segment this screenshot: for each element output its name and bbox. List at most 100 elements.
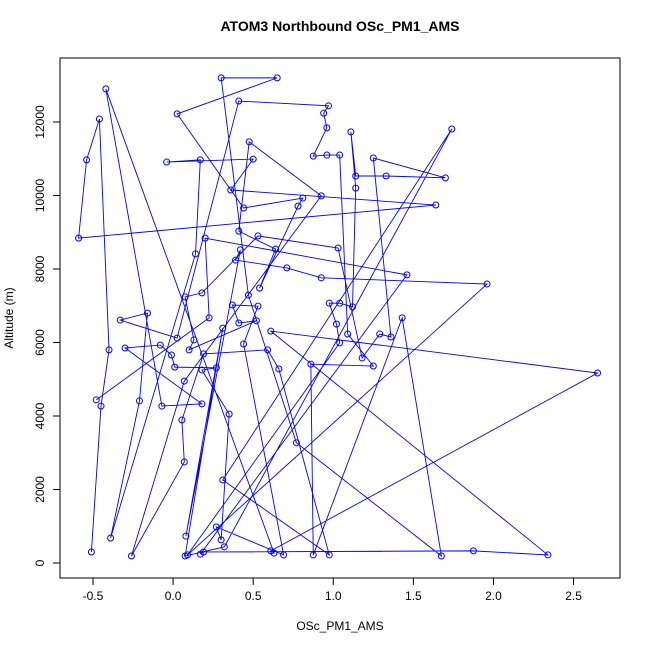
point [173,334,181,342]
point [249,155,257,163]
y-axis-label: Altitude (m) [2,287,16,348]
point [432,201,440,209]
point [232,256,240,264]
point [317,192,325,200]
point [544,551,552,559]
point [334,244,342,252]
point [317,274,325,282]
point [116,316,124,324]
point [267,547,275,555]
point [178,416,186,424]
point [272,245,280,253]
point [235,227,243,235]
point [387,333,395,341]
chart-title: ATOM3 Northbound OSc_PM1_AMS [220,18,459,34]
point [158,402,166,410]
point [307,360,315,368]
point [102,85,110,93]
x-tick-label: 0.5 [245,589,262,603]
point [156,341,164,349]
point [441,174,449,182]
point [181,293,189,301]
point [196,550,204,558]
point [469,547,477,555]
y-tick-label: 10000 [33,178,47,212]
point [225,410,233,418]
point [352,172,360,180]
point [267,327,275,335]
point [212,364,220,372]
y-tick-label: 6000 [33,329,47,356]
point [173,110,181,118]
point [254,232,262,240]
point [240,204,248,212]
point [273,74,281,82]
point [227,186,235,194]
point [254,302,262,310]
x-tick-label: 1.5 [405,589,422,603]
point [309,551,317,559]
point [240,340,248,348]
point [324,102,332,110]
point [163,158,171,166]
point [336,151,344,159]
point [280,551,288,559]
point [180,458,188,466]
point [325,299,333,307]
point [448,125,456,133]
point [182,532,190,540]
point [75,234,83,242]
point [235,319,243,327]
point [369,154,377,162]
point [382,172,390,180]
point [256,284,264,292]
point [376,330,384,338]
point [190,336,198,344]
point [299,194,307,202]
point [594,369,602,377]
point [352,184,360,192]
point [235,97,243,105]
point [97,402,105,410]
point [483,280,491,288]
point [167,351,175,359]
point [336,339,344,347]
point [309,152,317,160]
point [192,250,200,258]
point [323,151,331,159]
y-tick-label: 2000 [33,476,47,503]
point [320,109,328,117]
point [437,552,445,560]
plot-frame [59,57,621,579]
x-tick-label: 2.0 [485,589,502,603]
point [83,156,91,164]
point [143,309,151,317]
point [92,396,100,404]
x-tick-label: 1.0 [325,589,342,603]
point [358,354,366,362]
point [323,124,331,132]
point [236,246,244,254]
point [220,543,228,551]
y-tick-label: 0 [33,559,47,566]
point [245,138,253,146]
x-tick-label: 0.0 [165,589,182,603]
point [275,365,283,373]
point [292,439,300,447]
point [201,234,209,242]
point [264,346,272,354]
point [348,303,356,311]
point [180,377,188,385]
y-tick-label: 8000 [33,255,47,282]
point [336,299,344,307]
point [95,115,103,123]
point [252,317,260,325]
point [219,324,227,332]
point [198,400,206,408]
point [369,362,377,370]
point [212,523,220,531]
point [135,397,143,405]
point [196,156,204,164]
point [107,534,115,542]
